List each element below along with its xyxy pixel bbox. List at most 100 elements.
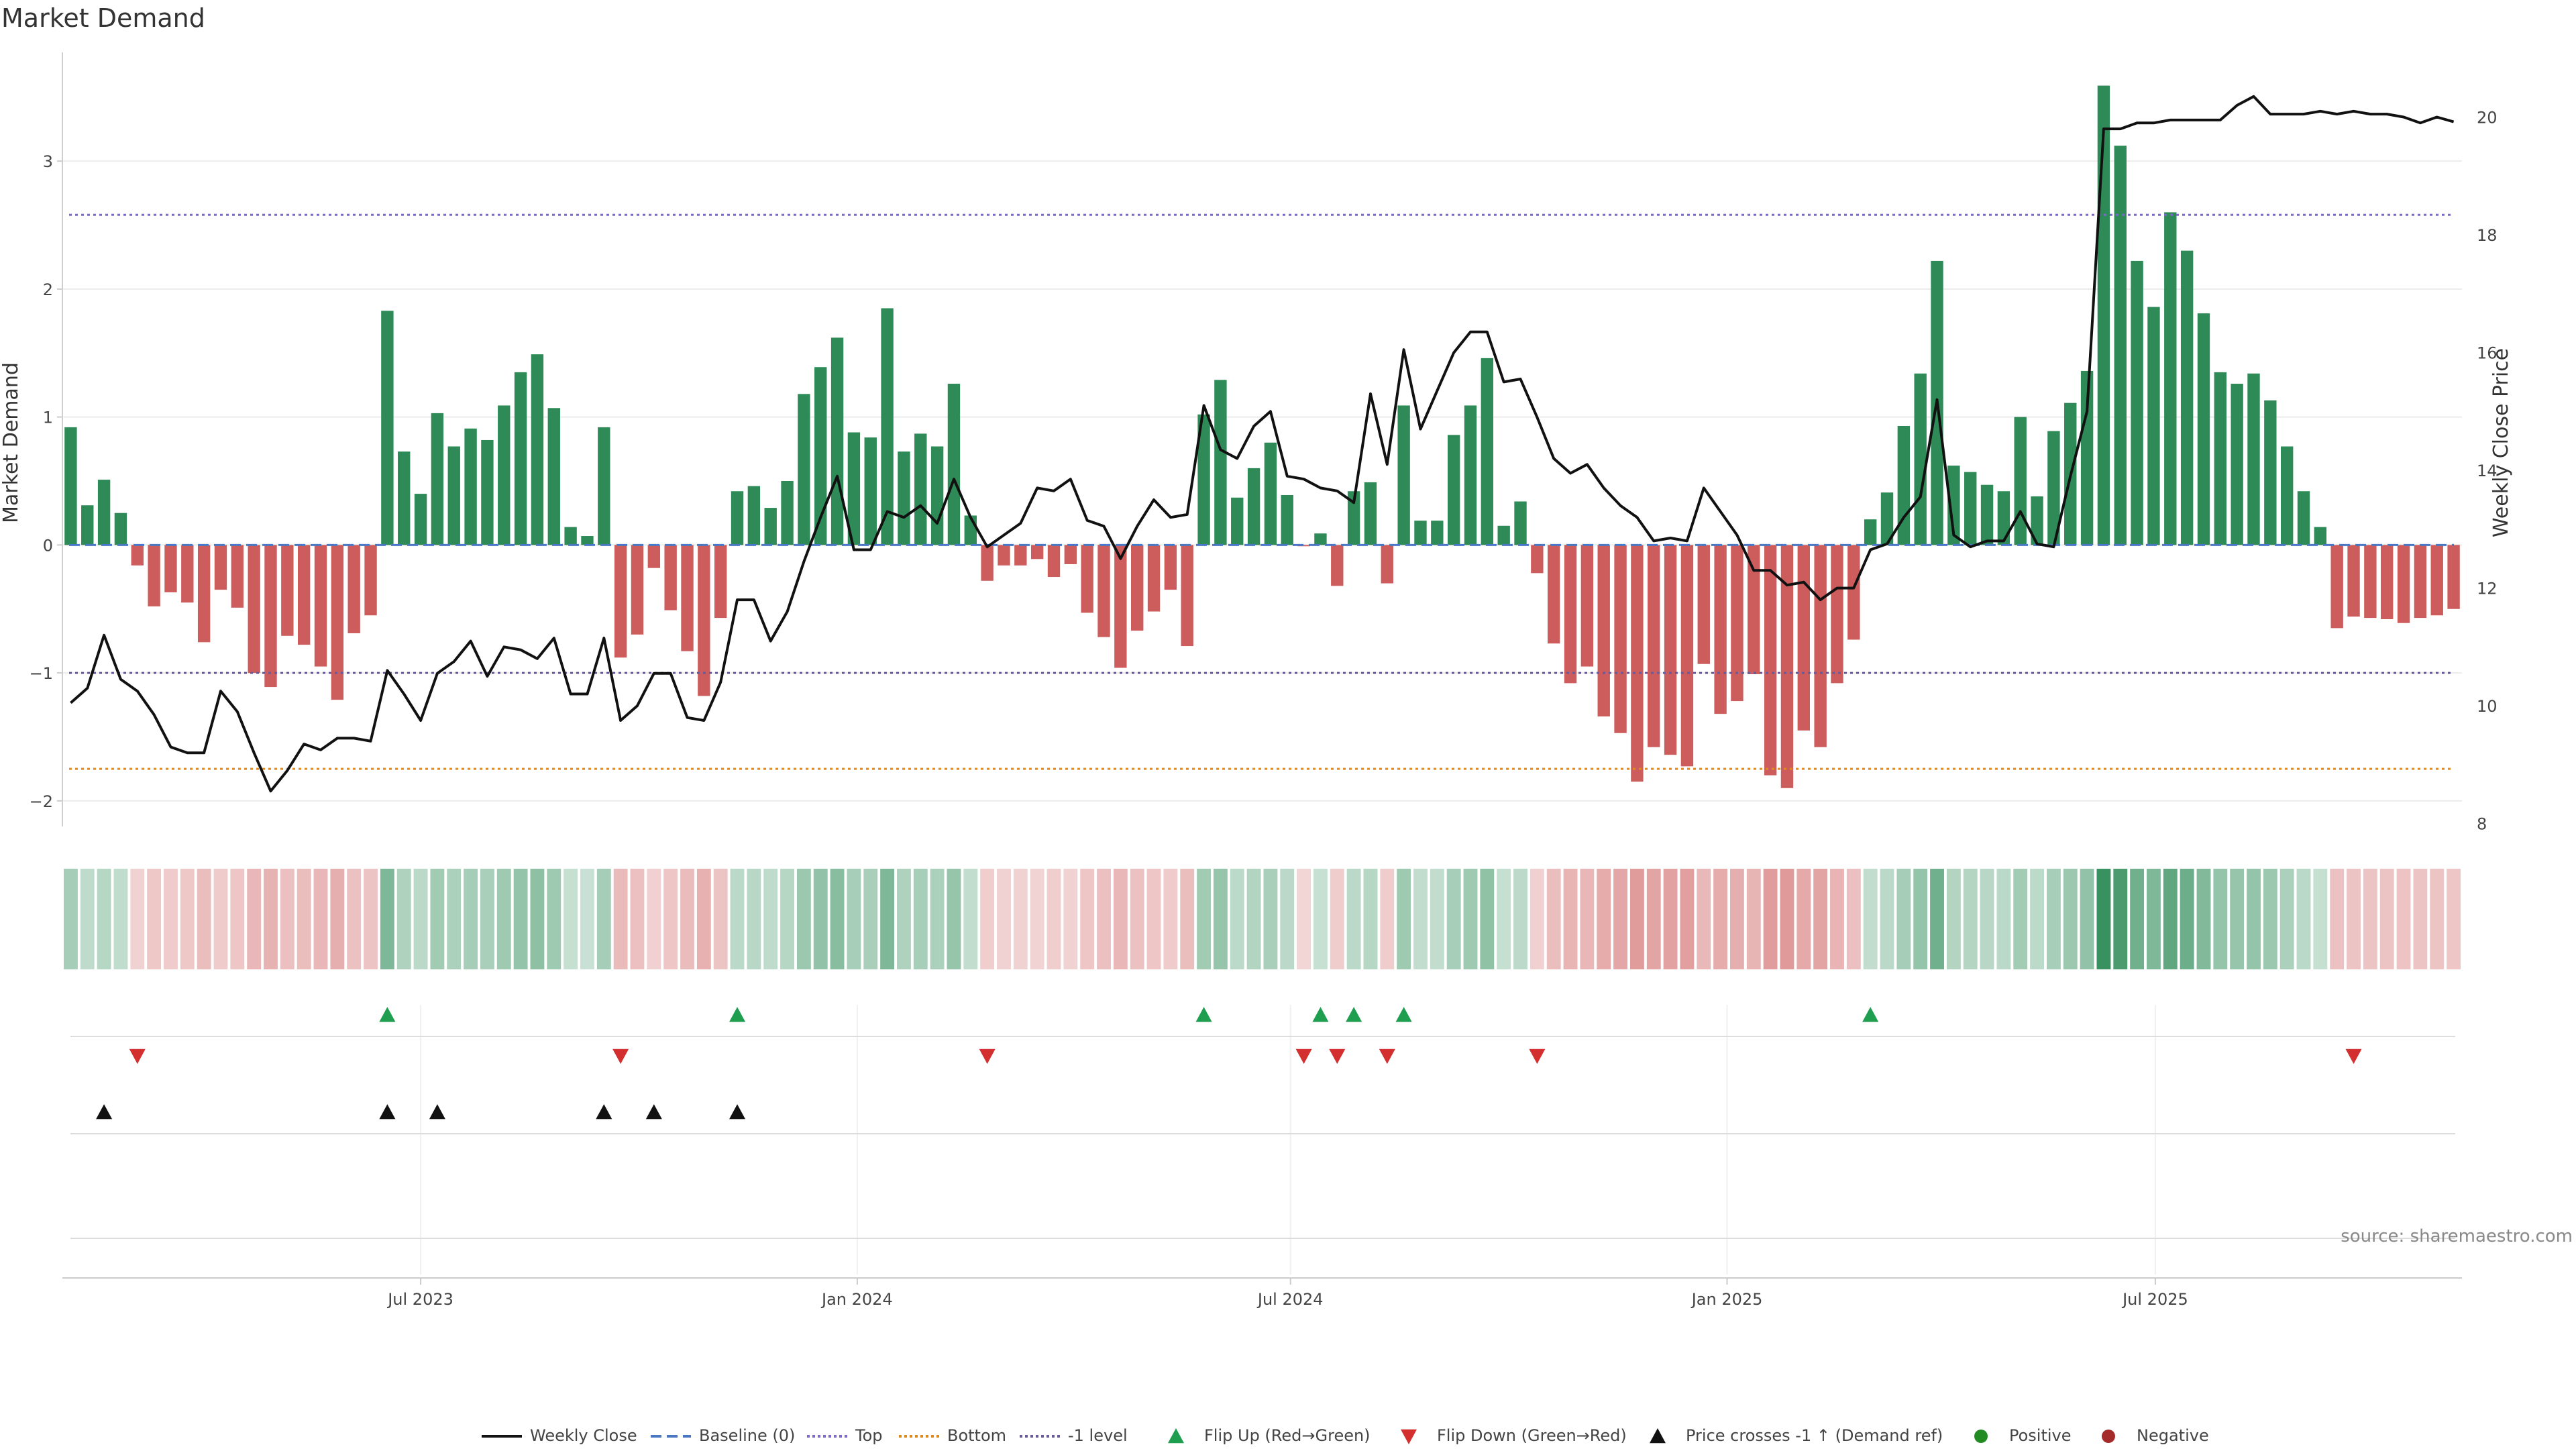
- demand-bar: [1264, 442, 1277, 545]
- strip-cell: [1863, 869, 1878, 969]
- demand-bar: [2314, 527, 2327, 545]
- strip-cell: [330, 869, 345, 969]
- strip-cell: [2030, 869, 2045, 969]
- strip-cell: [1263, 869, 1278, 969]
- demand-bar: [64, 427, 77, 545]
- y-axis-right: 8 10 12 14 16 18 20: [2477, 109, 2498, 834]
- demand-bar: [798, 394, 810, 545]
- strip-cell: [1996, 869, 2011, 969]
- demand-bar: [998, 545, 1010, 566]
- demand-bar: [781, 480, 794, 545]
- strip-cell: [2363, 869, 2377, 969]
- strip-cell: [1913, 869, 1928, 969]
- strip-cell: [147, 869, 162, 969]
- strip-cell: [880, 869, 895, 969]
- flip-up-marker: [1312, 1007, 1329, 1022]
- strip-cell: [647, 869, 661, 969]
- strip-cell: [2330, 869, 2345, 969]
- demand-bar: [2247, 373, 2260, 545]
- strip-cell: [2147, 869, 2161, 969]
- strip-cell: [347, 869, 362, 969]
- demand-bar: [898, 451, 910, 545]
- legend-swatch-dot: [2102, 1430, 2115, 1443]
- strip-cell: [2430, 869, 2445, 969]
- strip-cell: [80, 869, 95, 969]
- flip-down-marker: [612, 1049, 629, 1064]
- strip-cell: [980, 869, 995, 969]
- strip-cell: [1946, 869, 1961, 969]
- demand-bar: [1831, 545, 1843, 684]
- demand-bar: [181, 545, 194, 603]
- demand-bar: [1497, 525, 1510, 545]
- price-cross-marker: [96, 1104, 113, 1120]
- strip-cell: [1613, 869, 1627, 969]
- strip-cell: [2447, 869, 2461, 969]
- flip-up-marker: [1195, 1007, 1212, 1022]
- demand-bar: [547, 408, 560, 545]
- demand-bar: [2164, 212, 2177, 545]
- legend-item: Flip Up (Red→Green): [1168, 1426, 1371, 1445]
- demand-bar: [1447, 435, 1460, 545]
- strip-cell: [2180, 869, 2194, 969]
- demand-bar: [1580, 545, 1594, 667]
- strip-cell: [464, 869, 478, 969]
- strip-cell: [247, 869, 262, 969]
- demand-bar: [1464, 405, 1477, 545]
- demand-bar: [664, 545, 677, 610]
- strip-cell: [1463, 869, 1478, 969]
- demand-bar: [447, 446, 460, 545]
- y-tick-label: −1: [30, 664, 53, 683]
- x-tick-label: Jan 2024: [820, 1290, 893, 1309]
- strip-cell: [1896, 869, 1911, 969]
- strip-cell: [1546, 869, 1561, 969]
- demand-bar: [764, 508, 777, 545]
- strip-cell: [580, 869, 594, 969]
- demand-bar: [714, 545, 727, 619]
- demand-bar: [2430, 545, 2443, 616]
- strip-cell: [364, 869, 378, 969]
- strip-cell: [2196, 869, 2211, 969]
- legend-item: Top: [807, 1426, 883, 1445]
- demand-bar: [614, 545, 627, 658]
- reference-lines: [69, 213, 2454, 770]
- strip-cell: [430, 869, 445, 969]
- flip-down-marker: [979, 1049, 996, 1064]
- x-tick-label: Jul 2025: [2121, 1290, 2188, 1309]
- strip-cell: [1746, 869, 1761, 969]
- strip-cell: [747, 869, 761, 969]
- strip-cell: [547, 869, 561, 969]
- strip-cell: [1563, 869, 1578, 969]
- price-cross-marker: [429, 1104, 445, 1120]
- strip-cell: [2313, 869, 2328, 969]
- flip-down-marker: [1529, 1049, 1546, 1064]
- demand-bar: [1897, 425, 1911, 545]
- demand-bar: [1014, 545, 1027, 566]
- demand-bar: [1880, 492, 1894, 545]
- demand-bar: [2131, 260, 2143, 545]
- demand-bar: [2381, 545, 2394, 619]
- legend-item: Bottom: [899, 1426, 1006, 1445]
- legend-label: Weekly Close: [530, 1426, 637, 1445]
- demand-bar: [1731, 545, 1743, 702]
- demand-bar: [1648, 545, 1660, 747]
- legend-item: Baseline (0): [651, 1426, 795, 1445]
- x-tick-label: Jul 2024: [1256, 1290, 1324, 1309]
- y-tick-label: 2: [43, 280, 53, 299]
- strip-cell: [280, 869, 294, 969]
- demand-bar: [1314, 533, 1327, 545]
- strip-cell: [1629, 869, 1644, 969]
- demand-bar: [1514, 501, 1527, 545]
- strip-cell: [2096, 869, 2111, 969]
- demand-bar: [1614, 545, 1627, 733]
- strip-cell: [897, 869, 911, 969]
- demand-bar: [2414, 545, 2427, 619]
- strip-cell: [1580, 869, 1595, 969]
- legend-label: Top: [855, 1426, 883, 1445]
- strip-cell: [930, 869, 945, 969]
- y-axis-left: −2 −1 0 1 2 3: [30, 152, 62, 811]
- strip-cell: [480, 869, 494, 969]
- strip-cell: [2347, 869, 2361, 969]
- y2-tick-label: 10: [2477, 697, 2498, 716]
- strip-cell: [1230, 869, 1244, 969]
- demand-bar: [381, 311, 394, 545]
